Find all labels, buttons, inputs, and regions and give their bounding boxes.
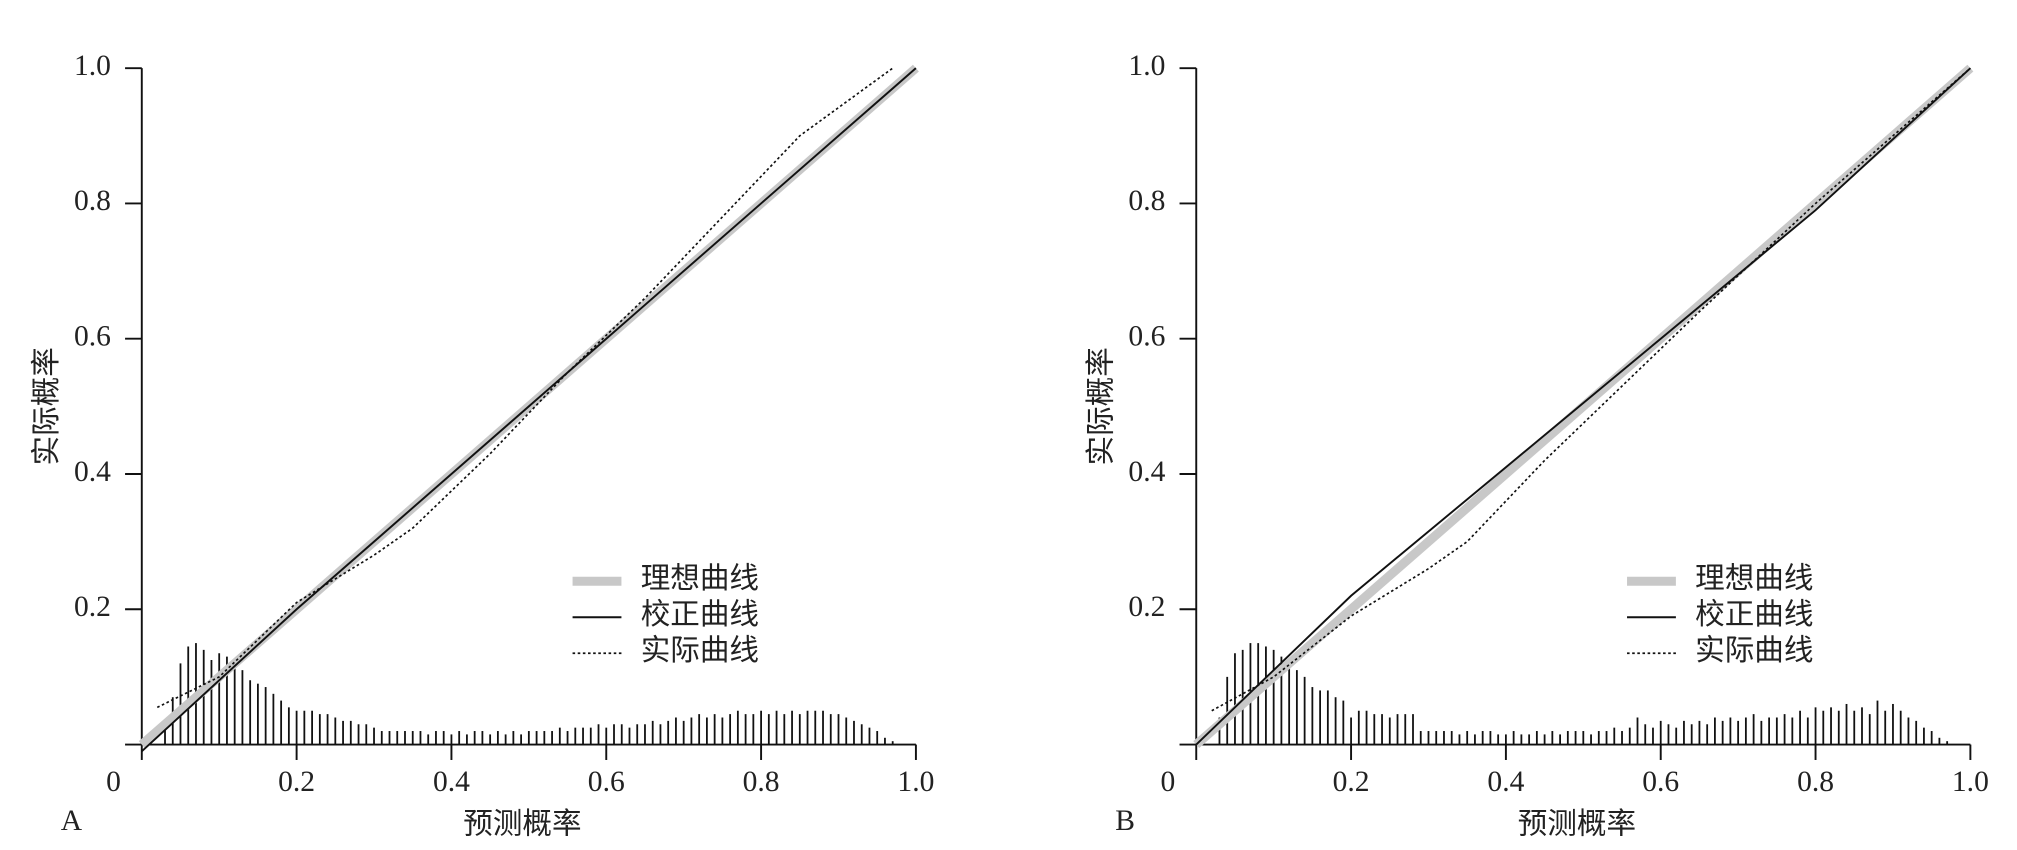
y-axis-title: 实际概率 bbox=[1084, 347, 1117, 465]
x-tick-label: 1.0 bbox=[1952, 766, 1989, 798]
panel-label: A bbox=[61, 805, 83, 837]
series-line bbox=[141, 67, 917, 753]
y-tick-label: 0.6 bbox=[1128, 320, 1165, 352]
legend-label: 实际曲线 bbox=[1695, 634, 1813, 667]
x-tick-label: 0.8 bbox=[1797, 766, 1834, 798]
x-tick-label: 0.6 bbox=[588, 766, 625, 798]
x-tick-label: 0.4 bbox=[1487, 766, 1524, 798]
x-tick-label: 0.8 bbox=[743, 766, 780, 798]
y-tick-label: 0.8 bbox=[1128, 185, 1165, 217]
x-tick-label: 0.6 bbox=[1642, 766, 1679, 798]
x-axis-title: 预测概率 bbox=[1518, 808, 1636, 841]
legend-label: 理想曲线 bbox=[641, 562, 759, 595]
legend-label: 实际曲线 bbox=[641, 634, 759, 667]
x-tick-label: 0 bbox=[1161, 766, 1176, 798]
legend-label: 校正曲线 bbox=[1695, 598, 1813, 631]
y-axis-title: 实际概率 bbox=[30, 347, 63, 465]
x-tick-label: 0.2 bbox=[1333, 766, 1370, 798]
y-tick-label: 1.0 bbox=[74, 50, 111, 82]
y-tick-label: 0.2 bbox=[1128, 591, 1165, 623]
panel-label: B bbox=[1115, 805, 1135, 837]
legend-label: 理想曲线 bbox=[1695, 562, 1813, 595]
series-line bbox=[1195, 67, 1972, 746]
y-tick-label: 1.0 bbox=[1128, 50, 1165, 82]
y-tick-label: 0.4 bbox=[74, 456, 111, 488]
x-axis-title: 预测概率 bbox=[463, 808, 581, 841]
x-tick-label: 0.4 bbox=[433, 766, 470, 798]
y-tick-label: 0.6 bbox=[74, 320, 111, 352]
y-tick-label: 0.8 bbox=[74, 185, 111, 217]
series-line bbox=[1193, 64, 1974, 748]
y-tick-label: 0.2 bbox=[74, 591, 111, 623]
series-line bbox=[1211, 67, 1971, 712]
legend-label: 校正曲线 bbox=[641, 598, 759, 631]
x-tick-label: 0 bbox=[106, 766, 121, 798]
y-tick-label: 0.4 bbox=[1128, 456, 1165, 488]
x-tick-label: 1.0 bbox=[897, 766, 934, 798]
series-line bbox=[156, 67, 894, 709]
x-tick-label: 0.2 bbox=[278, 766, 315, 798]
